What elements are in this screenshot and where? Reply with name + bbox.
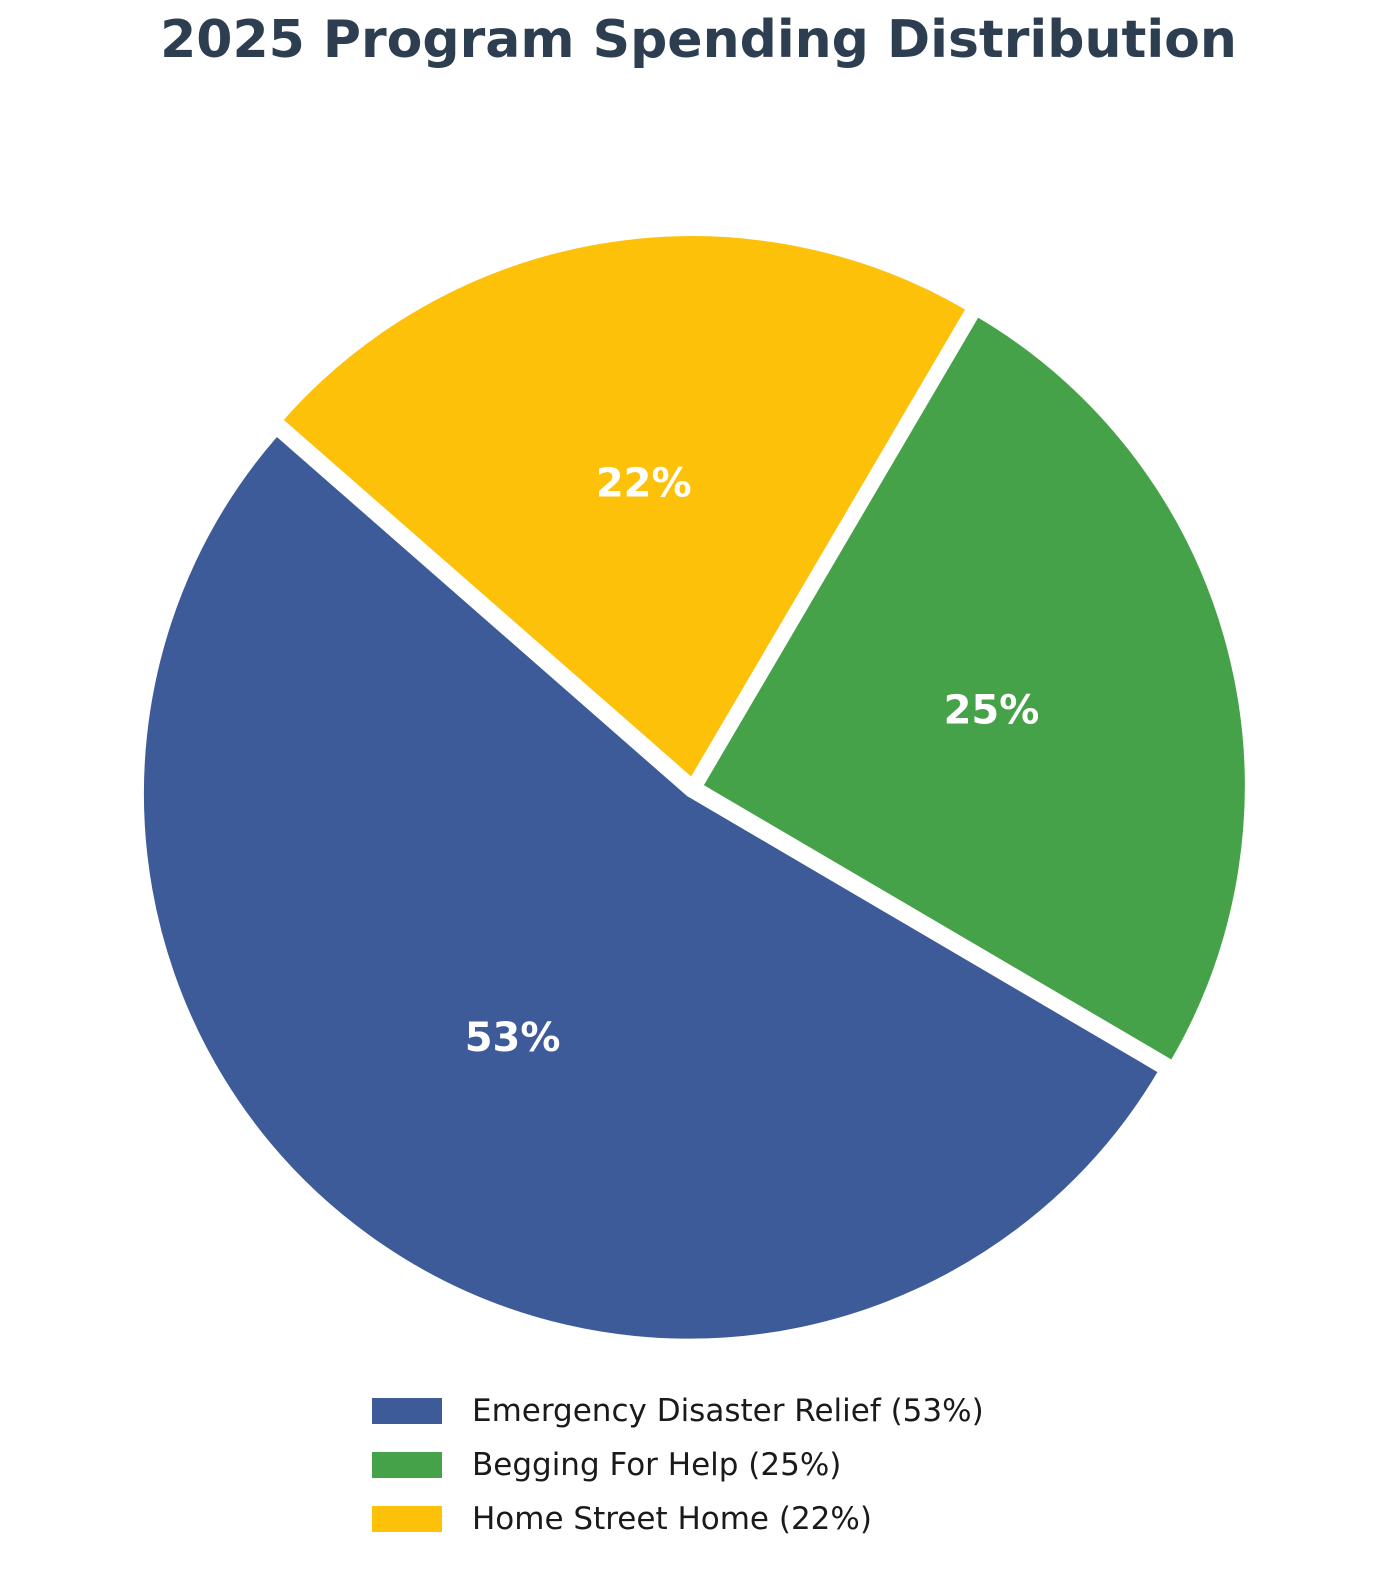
pie-slice-begging-for-help — [695, 309, 1251, 1068]
legend: Emergency Disaster Relief (53%) Begging … — [372, 1384, 984, 1546]
legend-item-begging-for-help: Begging For Help (25%) — [372, 1438, 984, 1492]
legend-swatch — [372, 1452, 442, 1478]
slice-data-label: 53% — [465, 1015, 561, 1061]
slice-data-label: 22% — [596, 461, 692, 507]
pie-slice-home-street-home — [275, 230, 974, 786]
pie-chart: 25% 53% 22% — [137, 230, 1251, 1345]
legend-swatch — [372, 1398, 442, 1424]
slice-data-label: 25% — [944, 687, 1040, 733]
legend-item-emergency-disaster-relief: Emergency Disaster Relief (53%) — [372, 1384, 984, 1438]
chart-title: 2025 Program Spending Distribution — [160, 10, 1237, 70]
legend-label: Home Street Home (22%) — [472, 1501, 872, 1537]
legend-label: Emergency Disaster Relief (53%) — [472, 1393, 984, 1429]
legend-label: Begging For Help (25%) — [472, 1447, 842, 1483]
legend-swatch — [372, 1506, 442, 1532]
pie-slice-emergency-disaster-relief — [137, 428, 1166, 1345]
legend-item-home-street-home: Home Street Home (22%) — [372, 1492, 984, 1546]
